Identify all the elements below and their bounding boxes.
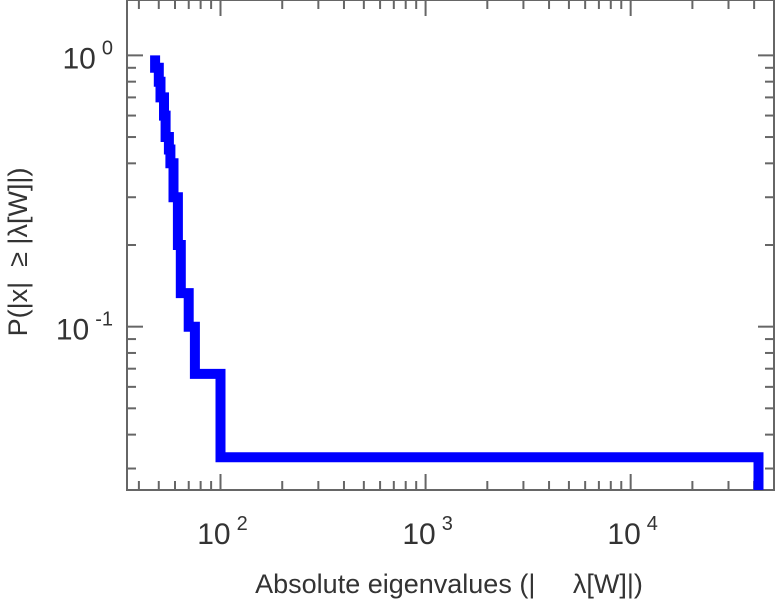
series-line bbox=[150, 55, 764, 490]
axis-ticks bbox=[127, 0, 775, 490]
x-tick-label: 10 3 bbox=[402, 513, 453, 551]
x-axis-title: Absolute eigenvalues (| λ[W]|) bbox=[255, 569, 643, 599]
y-tick-label: 10 -1 bbox=[56, 309, 113, 347]
tick-labels: 10 2 10 3 10 4 10 0 10 -1 bbox=[56, 37, 658, 551]
y-tick-label: 10 0 bbox=[63, 37, 114, 75]
x-tick-label: 10 2 bbox=[197, 513, 248, 551]
x-tick-label: 10 4 bbox=[607, 513, 658, 551]
y-axis-title: P(|x| ≥ |λ[W]|) bbox=[3, 168, 33, 337]
